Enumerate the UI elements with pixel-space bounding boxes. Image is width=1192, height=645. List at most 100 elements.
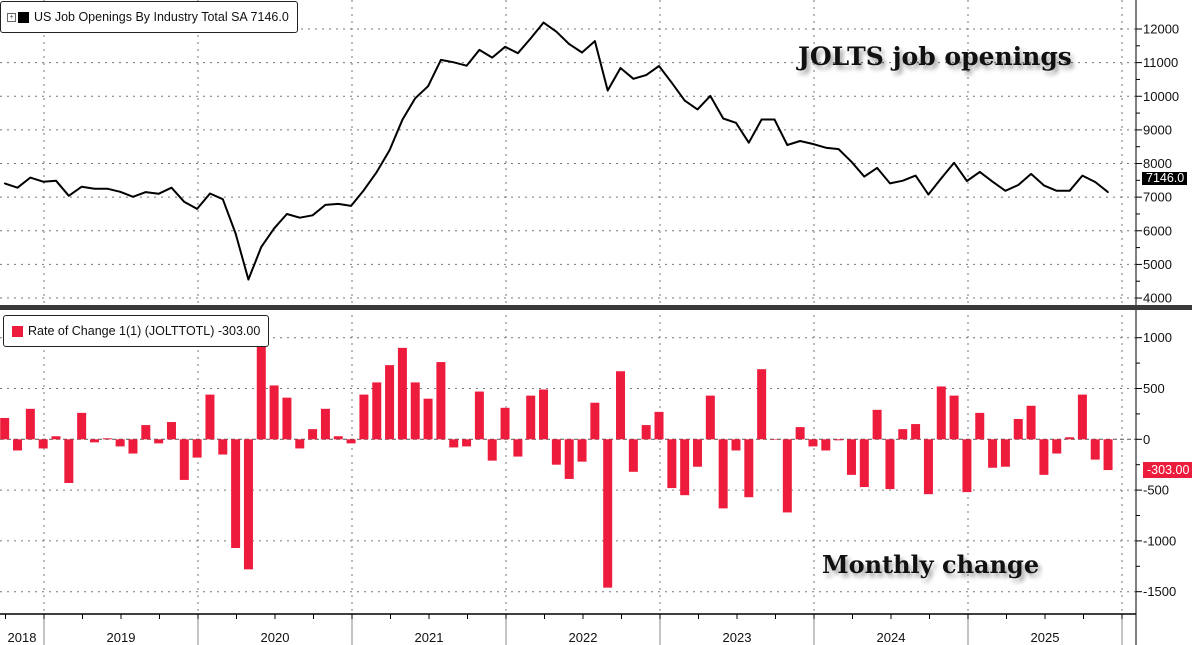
change-bar bbox=[539, 389, 549, 440]
bottom-y-tick-label: 1000 bbox=[1143, 330, 1172, 345]
line-point bbox=[1017, 184, 1020, 186]
top-legend: + US Job Openings By Industry Total SA 7… bbox=[0, 1, 298, 33]
change-bar bbox=[769, 439, 779, 440]
top-y-tick-label: 9000 bbox=[1143, 122, 1172, 137]
change-bar bbox=[38, 439, 48, 449]
annotation-jolts: JOLTS job openings bbox=[798, 42, 1072, 71]
bar-series bbox=[0, 340, 1113, 588]
line-point bbox=[183, 201, 186, 203]
line-point bbox=[196, 208, 198, 210]
change-bar bbox=[667, 439, 677, 489]
bottom-y-tick-label: -1500 bbox=[1143, 584, 1176, 599]
change-bar bbox=[0, 417, 10, 440]
x-tick-label: 2020 bbox=[261, 630, 290, 645]
line-point bbox=[850, 161, 853, 163]
change-bar bbox=[462, 439, 472, 447]
change-bar bbox=[385, 365, 395, 440]
line-point bbox=[863, 175, 866, 178]
line-point bbox=[799, 140, 801, 142]
line-point bbox=[901, 179, 904, 182]
line-point bbox=[375, 171, 378, 173]
line-point bbox=[709, 95, 712, 97]
line-point bbox=[773, 118, 776, 121]
line-point bbox=[440, 59, 442, 61]
change-bar bbox=[77, 412, 87, 440]
change-bar bbox=[166, 422, 176, 440]
change-bar bbox=[782, 439, 792, 513]
line-point bbox=[748, 141, 750, 144]
line-point bbox=[683, 99, 686, 102]
line-point bbox=[1030, 173, 1032, 175]
line-point bbox=[1068, 189, 1071, 192]
change-bar bbox=[1039, 439, 1049, 475]
line-point bbox=[157, 192, 160, 195]
x-tick-label: 2024 bbox=[877, 630, 906, 645]
line-point bbox=[504, 46, 506, 48]
change-bar bbox=[936, 386, 946, 440]
line-point bbox=[465, 64, 468, 67]
change-bar bbox=[641, 425, 651, 440]
line-point bbox=[427, 85, 429, 87]
x-tick-label: 2025 bbox=[1031, 630, 1060, 645]
change-bar bbox=[423, 398, 433, 440]
change-bar bbox=[975, 412, 985, 440]
line-point bbox=[132, 196, 134, 198]
line-point bbox=[825, 146, 827, 149]
change-bar bbox=[13, 439, 23, 451]
change-bar bbox=[898, 429, 908, 440]
line-point bbox=[966, 180, 968, 182]
change-bar bbox=[834, 439, 844, 441]
line-point bbox=[991, 180, 994, 183]
change-bar bbox=[218, 439, 228, 455]
top-y-tick-label: 11000 bbox=[1143, 55, 1178, 70]
change-bar bbox=[744, 439, 754, 498]
top-y-tick-label: 10000 bbox=[1143, 89, 1179, 104]
line-point bbox=[940, 177, 943, 180]
change-bar bbox=[1103, 439, 1113, 471]
line-point bbox=[632, 77, 635, 80]
change-bar bbox=[154, 439, 164, 444]
change-bar bbox=[693, 439, 702, 467]
line-point bbox=[696, 108, 699, 111]
line-point bbox=[478, 49, 481, 51]
bottom-legend: Rate of Change 1(1) (JOLTTOTL) -303.00 bbox=[3, 315, 270, 347]
axes bbox=[0, 0, 1142, 645]
line-point bbox=[337, 203, 340, 205]
annotation-monthly-change: Monthly change bbox=[822, 550, 1040, 579]
change-bar bbox=[333, 436, 343, 440]
line-point bbox=[16, 186, 19, 189]
line-point bbox=[606, 89, 609, 92]
change-bar bbox=[359, 394, 369, 440]
line-point bbox=[645, 74, 647, 76]
line-point bbox=[234, 232, 237, 235]
line-point bbox=[93, 187, 96, 190]
line-point bbox=[517, 52, 519, 55]
line-point bbox=[42, 180, 44, 183]
line-point bbox=[889, 182, 891, 185]
change-bar bbox=[808, 439, 818, 447]
line-point bbox=[555, 30, 558, 33]
line-point bbox=[658, 65, 660, 67]
line-point bbox=[106, 187, 109, 190]
change-bar bbox=[616, 371, 626, 440]
line-point bbox=[273, 227, 275, 230]
top-y-tick-label: 7000 bbox=[1143, 190, 1172, 205]
bottom-y-tick-label: 500 bbox=[1143, 381, 1165, 396]
line-point bbox=[914, 174, 917, 177]
change-bar bbox=[128, 439, 138, 454]
line-point bbox=[260, 246, 263, 248]
line-point bbox=[581, 51, 583, 54]
change-bar bbox=[115, 439, 125, 447]
plus-box-icon[interactable]: + bbox=[7, 12, 16, 22]
line-point bbox=[1004, 189, 1007, 192]
change-bar bbox=[731, 439, 741, 451]
change-bar bbox=[577, 439, 587, 462]
change-bar bbox=[628, 439, 638, 472]
change-bar bbox=[872, 409, 882, 440]
change-bar bbox=[590, 402, 600, 440]
change-bar bbox=[1052, 439, 1062, 454]
line-point bbox=[735, 122, 737, 124]
change-bar bbox=[846, 439, 856, 475]
panel-divider[interactable] bbox=[0, 305, 1192, 310]
